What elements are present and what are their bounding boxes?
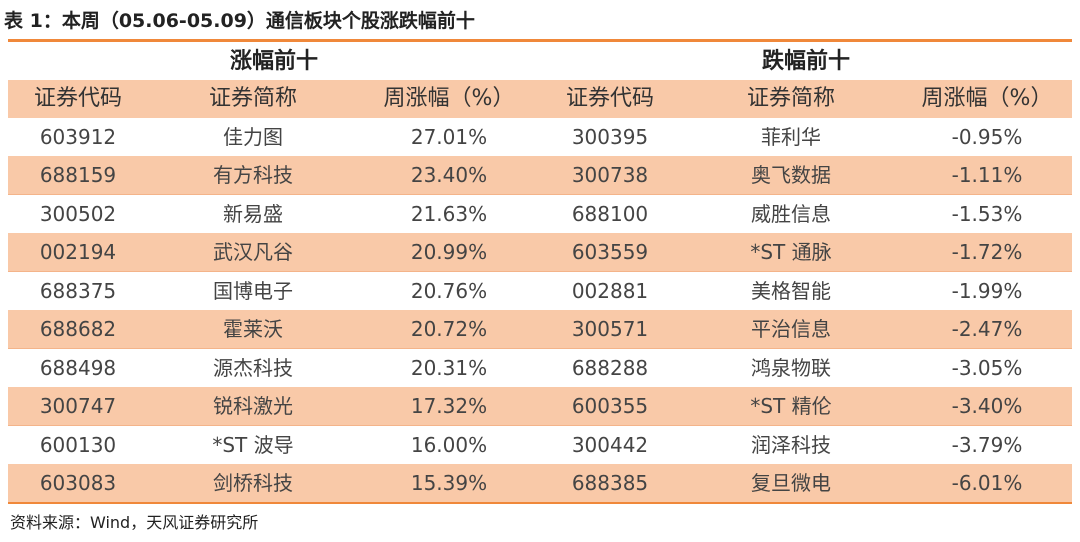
column-header: 周涨幅（%） (383, 86, 515, 111)
table-cell: 佳力图 (223, 125, 283, 149)
table-row: 603912 佳力图 27.01% 300395 菲利华 -0.95% (8, 118, 1072, 156)
table-cell: 603083 (39, 471, 117, 495)
table-cell: 20.76% (410, 279, 488, 303)
table-cell: 20.31% (410, 356, 488, 380)
table-cell: 688375 (39, 279, 117, 303)
table-cell: 688385 (571, 471, 649, 495)
column-header: 周涨幅（%） (921, 86, 1053, 111)
table-caption: 表 1：本周（05.06-05.09）通信板块个股涨跌幅前十 (4, 10, 475, 32)
table-cell: 300738 (571, 163, 649, 187)
table-cell: *ST 精伦 (750, 394, 832, 418)
table-cell: 600355 (571, 394, 649, 418)
table-row: 300502 新易盛 21.63% 688100 威胜信息 -1.53% (8, 194, 1072, 233)
table-cell: 奥飞数据 (751, 163, 831, 187)
table-cell: 20.99% (410, 240, 488, 264)
column-header-row: 证券代码 证券简称 周涨幅（%） 证券代码 证券简称 周涨幅（%） (8, 80, 1072, 118)
bottom-rule (8, 502, 1072, 504)
table-cell: 鸿泉物联 (751, 356, 831, 380)
table-row: 300747 锐科激光 17.32% 600355 *ST 精伦 -3.40% (8, 387, 1072, 425)
table-cell: 国博电子 (213, 279, 293, 303)
table-cell: -1.11% (951, 163, 1023, 187)
column-header: 证券代码 (565, 86, 654, 111)
group-header-row: 涨幅前十 跌幅前十 (8, 44, 1072, 80)
table-cell: 16.00% (410, 433, 488, 457)
table-cell: -3.05% (951, 356, 1023, 380)
table-cell: 688159 (39, 163, 117, 187)
table-cell: 603912 (39, 125, 117, 149)
table-cell: 688100 (571, 202, 649, 226)
table-cell: 17.32% (410, 394, 488, 418)
table-cell: 603559 (571, 240, 649, 264)
table-cell: -0.95% (951, 125, 1023, 149)
table-cell: *ST 波导 (212, 433, 294, 457)
table-cell: 300442 (571, 433, 649, 457)
column-header: 证券简称 (746, 86, 835, 111)
stock-table: 涨幅前十 跌幅前十 证券代码 证券简称 周涨幅（%） 证券代码 证券简称 周涨幅… (8, 44, 1072, 502)
table-cell: -3.40% (951, 394, 1023, 418)
table-cell: 688498 (39, 356, 117, 380)
table-cell: 剑桥科技 (213, 471, 293, 495)
table-cell: 600130 (39, 433, 117, 457)
table-row: 688682 霍莱沃 20.72% 300571 平治信息 -2.47% (8, 310, 1072, 348)
top-rule (8, 39, 1072, 42)
table-cell: -3.79% (951, 433, 1023, 457)
table-row: 688159 有方科技 23.40% 300738 奥飞数据 -1.11% (8, 156, 1072, 194)
table-cell: 菲利华 (761, 125, 821, 149)
table-cell: -2.47% (951, 317, 1023, 341)
table-cell: 霍莱沃 (223, 317, 283, 341)
table-row: 603083 剑桥科技 15.39% 688385 复旦微电 -6.01% (8, 464, 1072, 502)
table-cell: 21.63% (410, 202, 488, 226)
table-cell: 源杰科技 (213, 356, 293, 380)
table-cell: 688682 (39, 317, 117, 341)
gainers-group-title: 涨幅前十 (229, 49, 318, 74)
table-cell: 23.40% (410, 163, 488, 187)
table-cell: 平治信息 (751, 317, 831, 341)
table-cell: 300502 (39, 202, 117, 226)
table-cell: 002881 (571, 279, 649, 303)
table-cell: -1.72% (951, 240, 1023, 264)
table-cell: 复旦微电 (751, 471, 831, 495)
table-cell: 威胜信息 (751, 202, 831, 226)
table-body: 603912 佳力图 27.01% 300395 菲利华 -0.95% 688159 有方科技… (8, 118, 1072, 502)
table-cell: 15.39% (410, 471, 488, 495)
table-cell: 润泽科技 (751, 433, 831, 457)
table-row: 002194 武汉凡谷 20.99% 603559 *ST 通脉 -1.72% (8, 233, 1072, 271)
table-cell: 锐科激光 (213, 394, 293, 418)
table-cell: -1.99% (951, 279, 1023, 303)
table-cell: 300395 (571, 125, 649, 149)
source-note: 资料来源：Wind，天风证券研究所 (10, 513, 259, 532)
table-cell: -6.01% (951, 471, 1023, 495)
table-row: 600130 *ST 波导 16.00% 300442 润泽科技 -3.79% (8, 425, 1072, 464)
table-cell: *ST 通脉 (750, 240, 832, 264)
table-row: 688498 源杰科技 20.31% 688288 鸿泉物联 -3.05% (8, 348, 1072, 387)
table-cell: 20.72% (410, 317, 488, 341)
table-cell: -1.53% (951, 202, 1023, 226)
table-cell: 27.01% (410, 125, 488, 149)
table-cell: 300571 (571, 317, 649, 341)
column-header: 证券代码 (33, 86, 122, 111)
table-cell: 有方科技 (213, 163, 293, 187)
losers-group-title: 跌幅前十 (761, 49, 850, 74)
table-cell: 300747 (39, 394, 117, 418)
table-cell: 美格智能 (751, 279, 831, 303)
column-header: 证券简称 (208, 86, 297, 111)
table-cell: 688288 (571, 356, 649, 380)
table-row: 688375 国博电子 20.76% 002881 美格智能 -1.99% (8, 271, 1072, 310)
table-cell: 002194 (39, 240, 117, 264)
table-cell: 武汉凡谷 (213, 240, 293, 264)
table-cell: 新易盛 (223, 202, 283, 226)
